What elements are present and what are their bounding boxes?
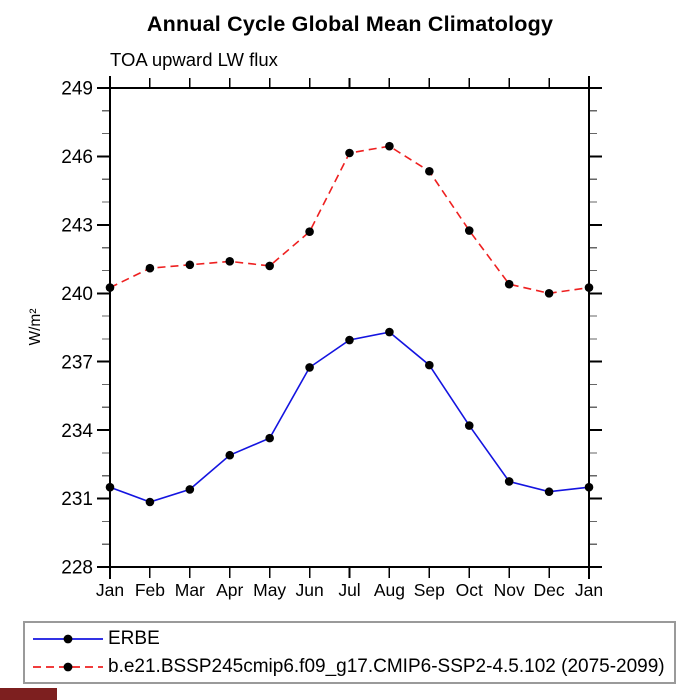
legend-key-solid-line-icon (33, 634, 103, 643)
corner-tag (0, 688, 57, 700)
x-tick-label: Jul (338, 580, 360, 600)
data-point-marker (544, 288, 554, 298)
data-point-marker (105, 482, 115, 492)
data-point-marker (145, 497, 155, 507)
axis-frame (109, 87, 590, 568)
x-tick-label: Mar (175, 580, 205, 600)
x-tick-label: May (253, 580, 286, 600)
y-tick-label: 231 (61, 489, 93, 510)
data-point-marker (425, 166, 434, 176)
axis-ticks (97, 76, 602, 579)
x-tick-label: Jun (295, 580, 323, 600)
series-line-1 (109, 145, 590, 295)
data-point-marker (265, 261, 274, 271)
data-point-marker (544, 487, 554, 497)
y-tick-label: 240 (61, 284, 93, 305)
data-point-marker (504, 477, 514, 486)
chart-title: Annual Cycle Global Mean Climatology (146, 12, 554, 36)
legend-key-dashed-line-icon (33, 662, 103, 671)
y-tick-label: 243 (61, 216, 93, 237)
data-point-marker (385, 327, 394, 337)
legend: ERBE b.e21.BSSP245cmip6.f09_g17.CMIP6-SS… (23, 621, 676, 684)
y-tick-labels: 228 231 234 237 240 243 246 249 (61, 79, 93, 579)
data-point-marker (504, 279, 514, 289)
y-tick-label: 246 (61, 147, 93, 168)
data-point-marker (464, 421, 474, 430)
data-point-marker (425, 360, 434, 370)
x-tick-label: Apr (216, 580, 243, 600)
x-tick-label: Dec (534, 580, 565, 600)
data-point-marker (185, 260, 195, 270)
y-tick-label: 249 (61, 79, 93, 100)
data-point-marker (464, 226, 474, 235)
data-point-marker (145, 263, 155, 273)
y-tick-label: 237 (61, 352, 93, 373)
legend-label-model: b.e21.BSSP245cmip6.f09_g17.CMIP6-SSP2-4.… (108, 655, 665, 677)
data-point-marker (345, 148, 354, 158)
x-tick-labels: Jan Feb Mar Apr May Jun Jul Aug Sep Oct Nov Dec Jan (96, 580, 603, 600)
data-point-marker (385, 141, 394, 151)
x-tick-label: Sep (414, 580, 445, 600)
y-tick-label: 234 (61, 421, 93, 442)
data-point-marker (345, 335, 354, 345)
data-point-marker (265, 433, 274, 443)
legend-item-model: b.e21.BSSP245cmip6.f09_g17.CMIP6-SSP2-4.… (25, 654, 674, 680)
data-point-marker (305, 227, 314, 236)
data-point-marker (305, 363, 314, 372)
data-point-marker (225, 450, 235, 460)
x-tick-label: Oct (456, 580, 483, 600)
data-point-marker (225, 257, 235, 266)
data-point-marker (584, 283, 594, 292)
legend-label-erbe: ERBE (108, 627, 160, 649)
series-markers-1 (105, 141, 594, 298)
y-tick-label: 228 (61, 558, 93, 579)
data-point-marker (185, 485, 195, 494)
x-tick-label: Jan (575, 580, 603, 600)
x-tick-label: Feb (135, 580, 165, 600)
chart-subtitle: TOA upward LW flux (110, 49, 278, 70)
legend-item-erbe: ERBE (25, 626, 674, 652)
series-markers-0 (105, 327, 594, 507)
data-point-marker (105, 283, 115, 292)
x-tick-label: Nov (494, 580, 525, 600)
x-tick-label: Aug (374, 580, 405, 600)
data-point-marker (584, 482, 594, 492)
series-line-0 (109, 331, 590, 503)
x-tick-label: Jan (96, 580, 124, 600)
